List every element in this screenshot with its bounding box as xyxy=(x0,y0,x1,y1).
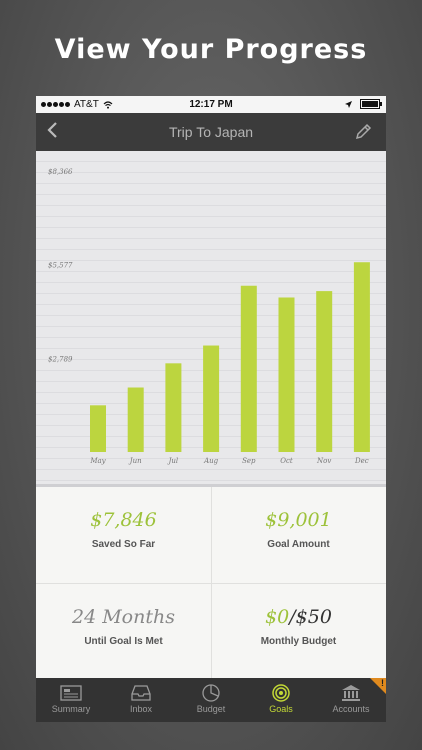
x-tick-label-jun: Jun xyxy=(128,457,142,465)
tab-summary[interactable]: Summary xyxy=(36,678,106,722)
goals-icon xyxy=(272,684,290,702)
tab-goals[interactable]: Goals xyxy=(246,678,316,722)
location-arrow-icon xyxy=(345,100,352,108)
tab-budget[interactable]: Budget xyxy=(176,678,246,722)
savings-bar-chart: $8,366 $5,577 $2,789 May Jun Jul Aug Sep Oct Nov D… xyxy=(48,168,370,465)
tab-summary-label: Summary xyxy=(51,704,91,714)
notification-badge xyxy=(370,678,386,694)
carrier-label: AT&T xyxy=(74,99,99,110)
y-tick-label: $2,789 xyxy=(48,355,73,363)
status-bar: AT&T 12:17 PM xyxy=(36,96,386,113)
bar-sep xyxy=(240,285,257,452)
budget-label: Monthly Budget xyxy=(260,636,337,647)
tab-inbox[interactable]: Inbox xyxy=(106,678,176,722)
battery-icon xyxy=(360,99,382,109)
notification-badge-mark: ! xyxy=(381,678,384,688)
bar-nov xyxy=(316,291,333,452)
bar-dec xyxy=(353,262,370,452)
page-title: Trip To Japan xyxy=(168,124,254,140)
saved-value: $7,846 xyxy=(90,509,157,531)
wifi-icon xyxy=(103,100,113,109)
bar-jun xyxy=(127,387,144,452)
monthly-budget-cell: $0/$50 Monthly Budget xyxy=(211,584,386,680)
x-tick-label-dec: Dec xyxy=(354,457,369,465)
x-tick-label-may: May xyxy=(89,457,106,465)
signal-icon xyxy=(41,102,70,107)
budget-separator: / xyxy=(289,606,296,628)
budget-current: $0 xyxy=(265,606,290,628)
savings-chart: $8,366 $5,577 $2,789 May Jun Jul Aug Sep Oct Nov D… xyxy=(36,151,386,487)
x-tick-label-nov: Nov xyxy=(316,457,331,465)
goal-label: Goal Amount xyxy=(267,539,330,550)
budget-icon xyxy=(202,684,220,702)
tab-budget-label: Budget xyxy=(196,704,226,714)
saved-so-far-cell: $7,846 Saved So Far xyxy=(36,487,211,583)
tab-accounts-label: Accounts xyxy=(332,704,370,714)
inbox-icon xyxy=(131,685,151,701)
months-value: 24 Months xyxy=(72,606,175,628)
tab-goals-label: Goals xyxy=(269,704,293,714)
goal-amount-cell: $9,001 Goal Amount xyxy=(211,487,386,583)
tab-inbox-label: Inbox xyxy=(129,704,153,714)
y-tick-label: $5,577 xyxy=(48,262,73,270)
y-tick-label: $8,366 xyxy=(48,168,73,176)
navigation-bar: Trip To Japan xyxy=(36,113,386,151)
phone-screen: AT&T 12:17 PM Trip To Japan $8,366 $5,577… xyxy=(36,96,386,722)
promo-headline: View Your Progress xyxy=(54,34,368,65)
tab-bar: Summary Inbox Budget Goals ! Accounts xyxy=(36,678,386,722)
x-tick-label-oct: Oct xyxy=(280,457,293,465)
months-until-goal-cell: 24 Months Until Goal Is Met xyxy=(36,584,211,680)
goal-value: $9,001 xyxy=(265,509,332,531)
bar-aug xyxy=(203,345,220,452)
x-tick-label-jul: Jul xyxy=(167,457,179,465)
x-tick-label-sep: Sep xyxy=(242,457,256,465)
tab-accounts[interactable]: ! Accounts xyxy=(316,678,386,722)
divider-horizontal xyxy=(36,583,386,584)
budget-value: $0/$50 xyxy=(211,606,386,628)
back-chevron-icon[interactable] xyxy=(46,121,58,145)
summary-icon xyxy=(60,685,82,701)
edit-pencil-icon[interactable] xyxy=(354,123,372,146)
accounts-icon xyxy=(342,685,360,701)
stats-grid: $7,846 Saved So Far $9,001 Goal Amount 2… xyxy=(36,487,386,679)
saved-label: Saved So Far xyxy=(91,539,156,550)
bar-jul xyxy=(165,363,182,452)
x-tick-label-aug: Aug xyxy=(203,457,219,465)
status-time: 12:17 PM xyxy=(189,99,233,110)
bar-oct xyxy=(278,297,295,452)
months-label: Until Goal Is Met xyxy=(84,636,163,647)
bar-may xyxy=(90,405,106,452)
budget-total: $50 xyxy=(295,606,332,628)
